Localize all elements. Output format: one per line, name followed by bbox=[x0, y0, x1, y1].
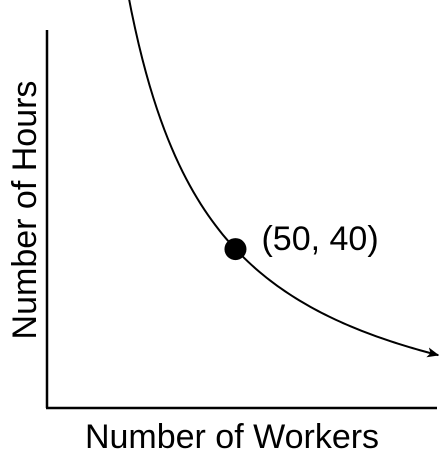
point-marker bbox=[224, 238, 247, 261]
point-label: (50, 40) bbox=[261, 220, 378, 258]
curve-line bbox=[105, 0, 440, 358]
x-axis-label: Number of Workers bbox=[85, 418, 379, 450]
y-axis-label: Number of Hours bbox=[6, 81, 44, 340]
